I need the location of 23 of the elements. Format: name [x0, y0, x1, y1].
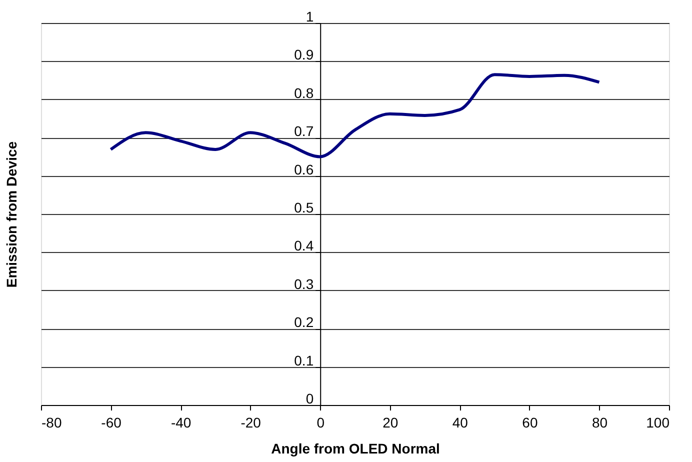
x-tick-label: 60 — [522, 414, 538, 430]
x-tick-label: 80 — [592, 414, 608, 430]
y-axis-title: Emission from Device — [4, 141, 20, 288]
y-tick-label: 0.2 — [294, 314, 314, 330]
y-tick-label: 0.9 — [294, 46, 314, 63]
y-tick-label: 0.1 — [294, 352, 314, 368]
y-tick-label: 0.8 — [294, 84, 314, 101]
y-tick-label: 0 — [306, 390, 314, 406]
y-tick-label: 0.6 — [294, 161, 314, 178]
x-tick-label: -80 — [42, 414, 62, 430]
x-tick-label: -20 — [240, 414, 262, 430]
y-tick-label: 0.5 — [294, 200, 314, 216]
y-tick-label: 0.4 — [294, 238, 314, 254]
x-tick-label: -60 — [101, 414, 122, 430]
x-tick-label: 20 — [382, 414, 398, 430]
x-tick-label: 0 — [316, 414, 325, 430]
x-tick-label: 100 — [646, 414, 670, 430]
y-tick-label: 0.7 — [294, 123, 314, 140]
x-tick-label: 40 — [452, 414, 468, 430]
x-axis-title: Angle from OLED Normal — [271, 440, 440, 456]
x-tick-label: -40 — [170, 414, 192, 430]
y-tick-label: 1 — [306, 8, 314, 24]
y-tick-label: 0.3 — [294, 276, 314, 292]
